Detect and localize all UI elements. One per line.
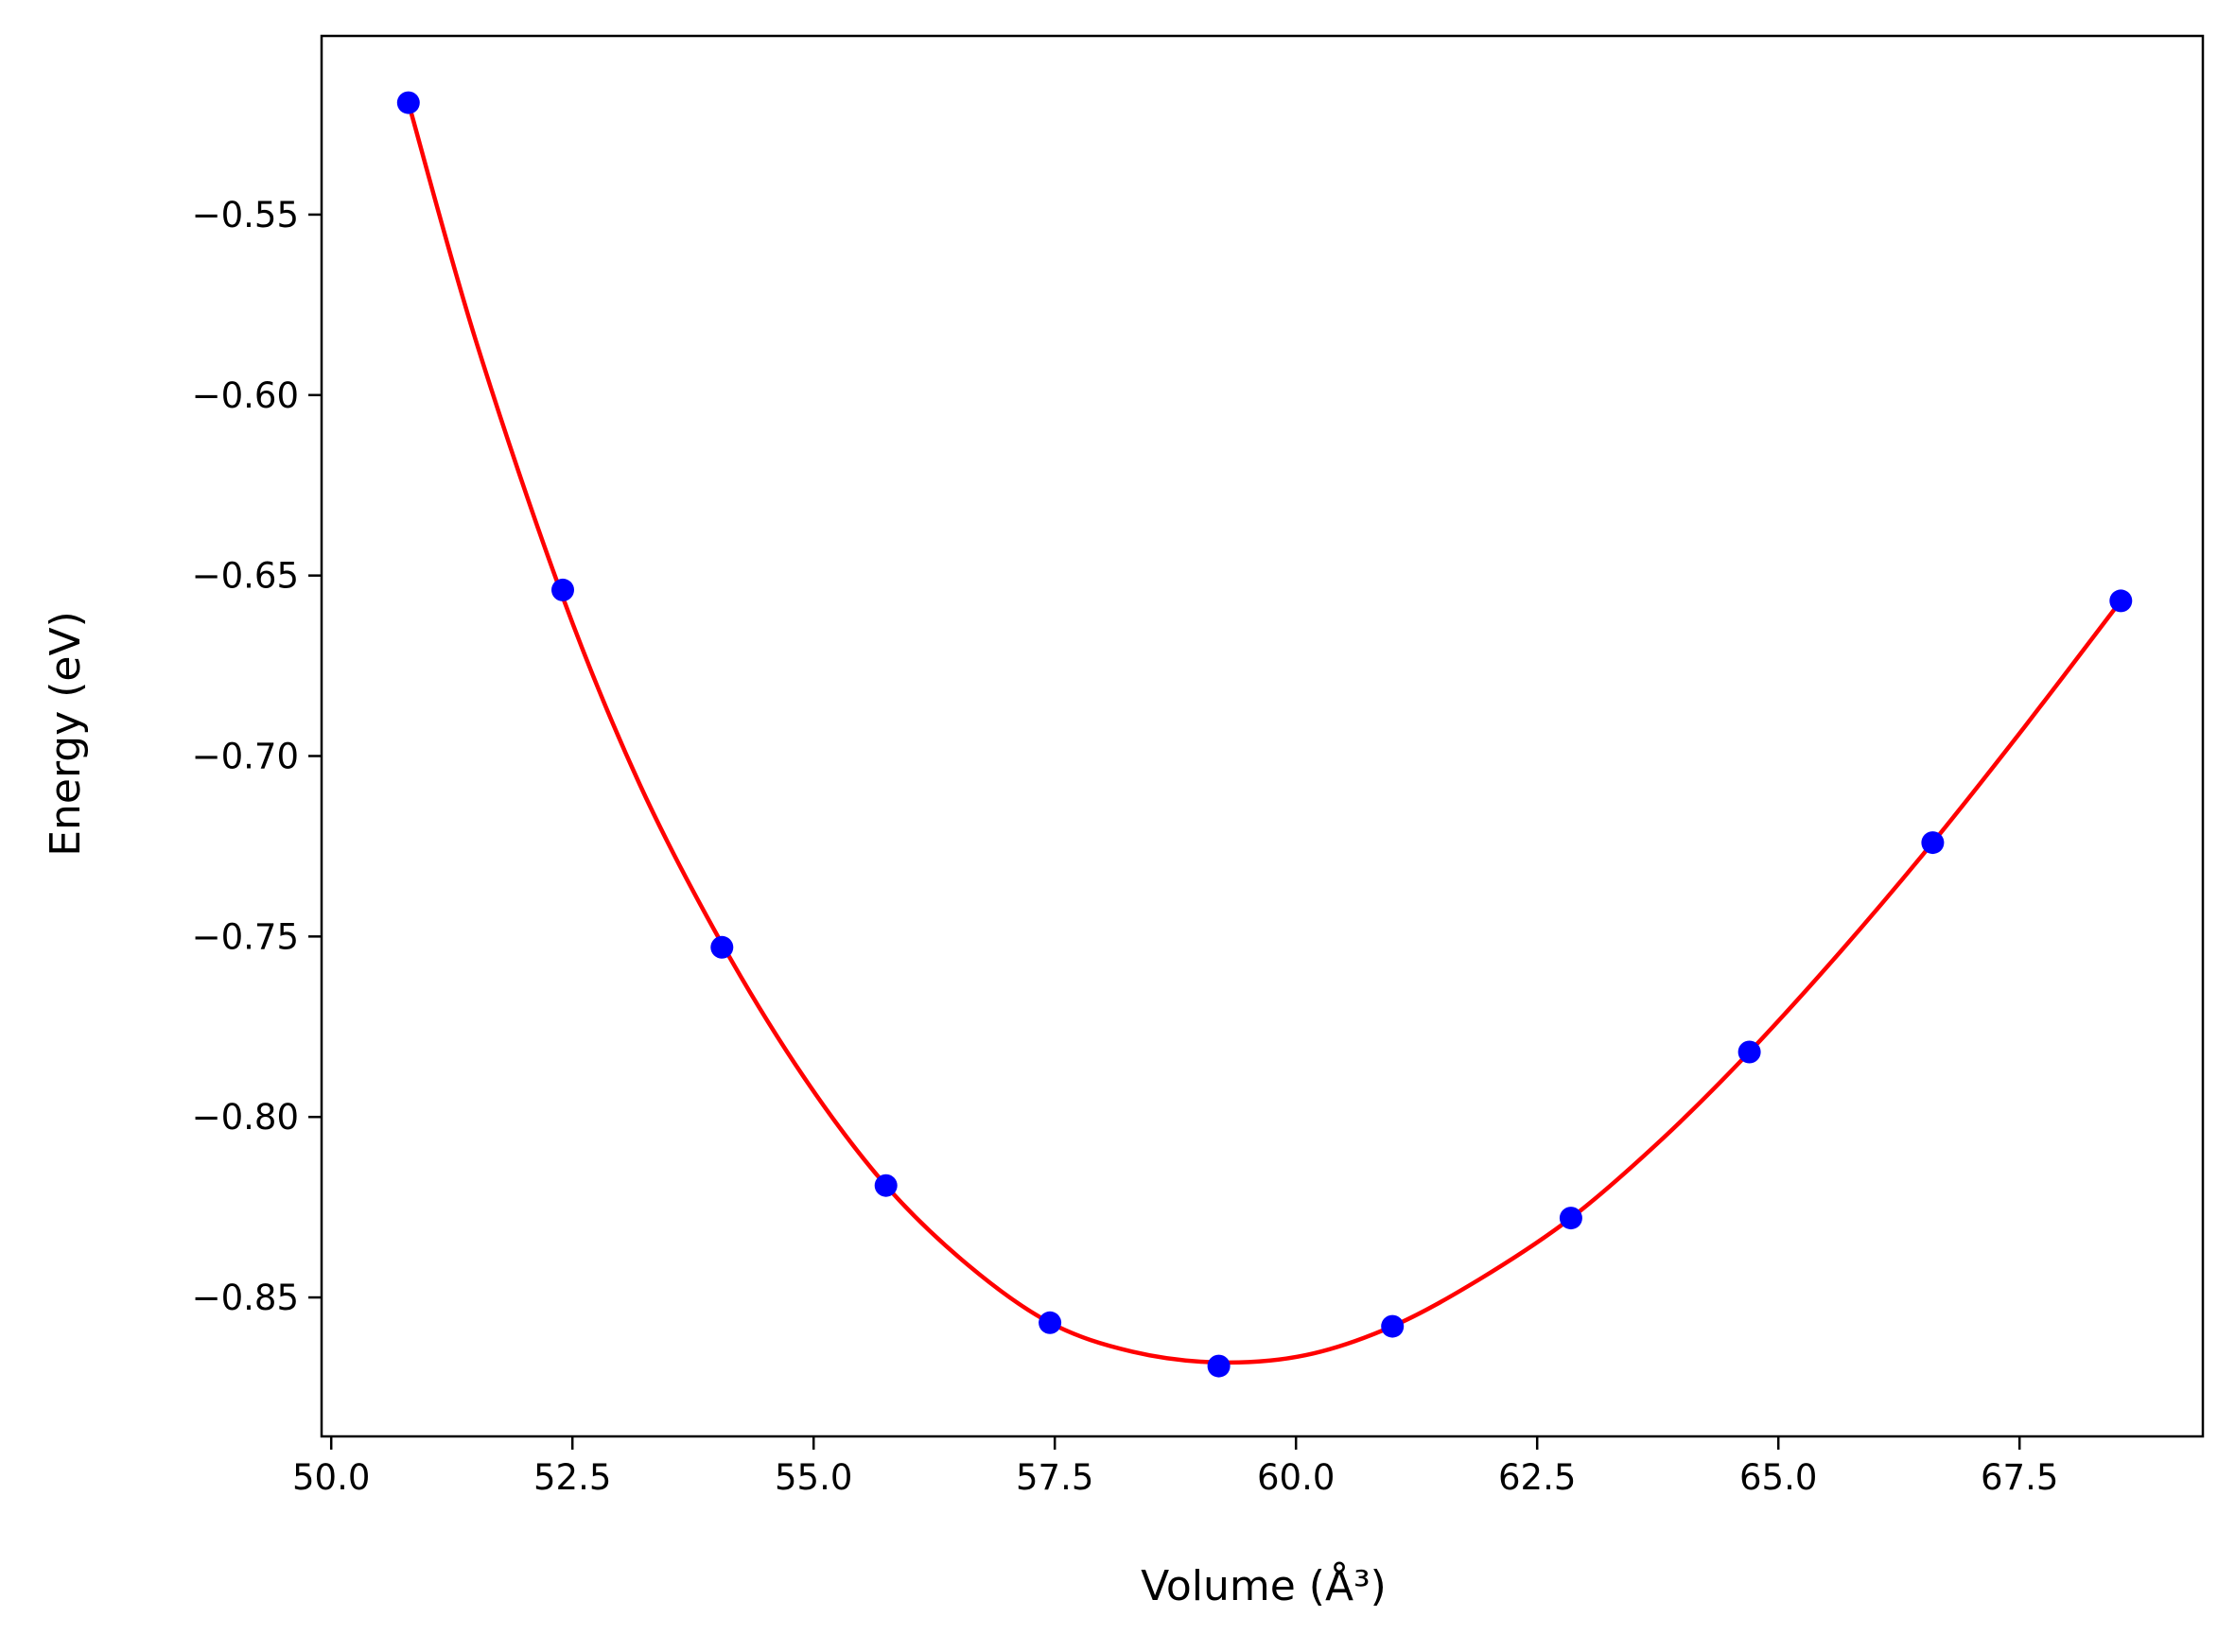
y-tick-label: −0.85 — [192, 1278, 299, 1318]
data-point — [1381, 1314, 1405, 1338]
data-point — [1737, 1040, 1761, 1064]
fit-curve-line — [406, 100, 2123, 1365]
data-point — [1921, 831, 1945, 855]
data-point — [1039, 1311, 1062, 1334]
data-point — [2109, 589, 2133, 613]
data-point — [1207, 1354, 1231, 1378]
plot-frame — [320, 34, 2205, 1438]
x-tick-label: 52.5 — [533, 1457, 611, 1498]
x-tick-label: 55.0 — [775, 1457, 852, 1498]
x-axis-title: Volume (Å³) — [1141, 1560, 1387, 1610]
axes: 50.0 52.5 55.0 57.5 60.0 62.5 65.0 67.5 −0.55 −0.… — [192, 34, 2205, 1498]
x-tick-label: 62.5 — [1498, 1457, 1576, 1498]
x-tick-label: 67.5 — [1981, 1457, 2058, 1498]
y-tick-label: −0.70 — [192, 736, 299, 776]
y-tick-label: −0.80 — [192, 1097, 299, 1138]
data-point — [1559, 1207, 1582, 1230]
data-point — [396, 91, 420, 114]
y-tick-label: −0.75 — [192, 916, 299, 957]
x-tick-label: 65.0 — [1739, 1457, 1817, 1498]
y-tick-label: −0.60 — [192, 375, 299, 416]
data-point — [710, 935, 734, 959]
x-tick-label: 57.5 — [1016, 1457, 1093, 1498]
y-tick-label: −0.55 — [192, 195, 299, 235]
data-point — [551, 578, 574, 601]
y-axis-title: Energy (eV) — [42, 611, 90, 857]
x-tick-label: 60.0 — [1257, 1457, 1335, 1498]
y-tick-label: −0.65 — [192, 556, 299, 597]
data-point — [874, 1174, 898, 1197]
x-tick-label: 50.0 — [292, 1457, 370, 1498]
plot-area — [396, 91, 2133, 1378]
